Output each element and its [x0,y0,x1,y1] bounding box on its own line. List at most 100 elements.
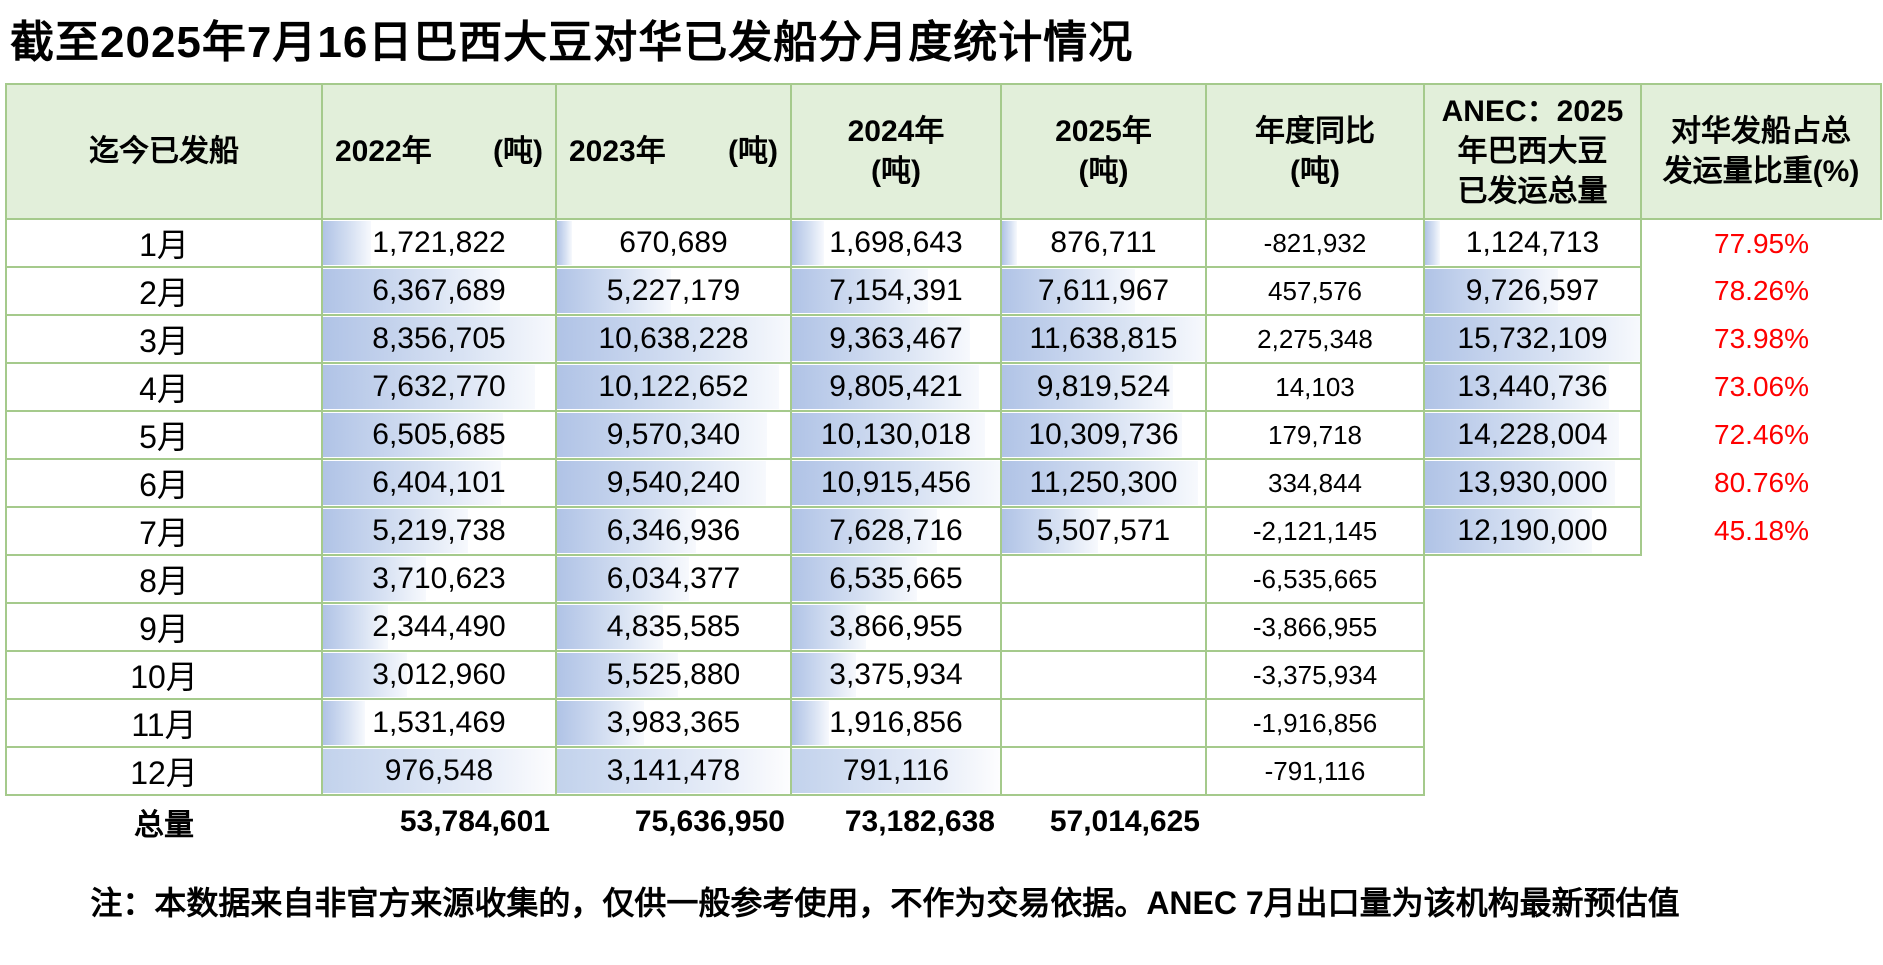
table-row: 2月 6,367,689 5,227,179 7,154,391 7,611,967 45… [5,266,1881,316]
value-cell-2024: 791,116 [790,746,1002,796]
cell-value: 5,227,179 [606,274,741,307]
share-pct-cell [1641,603,1881,651]
cell-value: 9,540,240 [606,466,741,499]
cell-value: 5,219,738 [372,514,506,547]
value-cell-2025 [1000,602,1207,652]
data-bar [793,749,999,793]
share-pct-cell [1641,555,1881,603]
value-cell-2023: 3,983,365 [555,698,792,748]
data-table: 迄今已发船 2022年 (吨) 2023年 (吨) 2024年 (吨 [5,83,1882,847]
header-cell-month: 迄今已发船 [5,83,323,220]
value-cell-2022: 6,404,101 [321,458,557,508]
data-bar [793,365,979,409]
cell-value: 3,983,365 [606,706,741,739]
header-label: ANEC：2025 [1441,94,1624,128]
value-cell-2023: 5,525,880 [555,650,792,700]
totals-row: 总量 53,784,601 75,636,950 73,182,638 57,0… [6,795,1881,847]
data-bar [793,269,929,313]
value-cell-2025: 11,250,300 [1000,458,1207,508]
data-bar [1426,269,1558,313]
table-row: 11月 1,531,469 3,983,365 1,916,856 -1,916,856 [5,698,1881,748]
yoy-cell: -821,932 [1205,218,1425,268]
value-cell-2023: 3,141,478 [555,746,792,796]
share-pct-cell: 73.06% [1714,371,1809,402]
cell-value: 9,819,524 [1036,370,1171,403]
cell-value: 10,130,018 [820,418,972,451]
yoy-cell: -2,121,145 [1205,506,1425,556]
header-unit: (吨) [728,134,778,168]
cell-value: 2,344,490 [372,610,506,643]
share-pct-cell [1641,651,1881,699]
data-bar [558,365,779,409]
anec-cell: 9,726,597 [1423,266,1642,316]
cell-value: 6,505,685 [372,418,506,451]
data-bar [1003,269,1135,313]
yoy-cell: 179,718 [1205,410,1425,460]
value-cell-2023: 9,540,240 [555,458,792,508]
cell-value: 3,141,478 [606,754,741,787]
anec-cell: 14,228,004 [1423,410,1642,460]
header-cell-2024: 2024年 (吨) [790,83,1002,220]
header-unit: (吨) [493,134,543,168]
cell-value: 13,440,736 [1457,370,1608,403]
value-cell-2024: 9,363,467 [790,314,1002,364]
value-cell-2025: 876,711 [1000,218,1207,268]
value-cell-2022: 7,632,770 [321,362,557,412]
cell-value: 4,835,585 [606,610,741,643]
header-label: 已发运总量 [1457,174,1608,208]
value-cell-2022: 6,367,689 [321,266,557,316]
cell-value: 976,548 [384,754,494,787]
value-cell-2023: 6,034,377 [555,554,792,604]
cell-value: 13,930,000 [1457,466,1608,499]
data-bar [793,605,866,649]
cell-value: 3,012,960 [372,658,506,691]
data-bar [793,221,825,265]
cell-value: 3,375,934 [829,658,963,691]
yoy-cell: -3,375,934 [1205,650,1425,700]
value-cell-2025 [1000,698,1207,748]
footnote: 注：本数据来自非官方来源收集的，仅供一般参考使用，不作为交易依据。ANEC 7月… [90,885,1680,921]
month-cell: 3月 [5,314,323,364]
cell-value: 11,638,815 [1029,322,1178,355]
value-cell-2023: 670,689 [555,218,792,268]
month-cell: 11月 [5,698,323,748]
anec-cell: 1,124,713 [1423,218,1642,268]
yoy-cell: 457,576 [1205,266,1425,316]
cell-value: 7,628,716 [829,514,963,547]
share-pct-cell: 80.76% [1714,467,1809,498]
table-row: 3月 8,356,705 10,638,228 9,363,467 11,638,815… [5,314,1881,364]
cell-value: 9,363,467 [829,322,963,355]
cell-value: 1,916,856 [829,706,963,739]
header-row: 迄今已发船 2022年 (吨) 2023年 (吨) 2024年 (吨 [5,83,1882,220]
yoy-cell: -3,866,955 [1205,602,1425,652]
value-cell-2025: 10,309,736 [1000,410,1207,460]
data-bar [1426,365,1609,409]
cell-value: 6,034,377 [606,562,741,595]
value-cell-2025 [1000,746,1207,796]
header-label: 2022年 [335,134,432,168]
data-bar [558,605,663,649]
value-cell-2025: 5,507,571 [1000,506,1207,556]
data-bar [1426,413,1620,457]
data-bar [324,509,468,553]
data-bar [324,221,371,265]
cell-value: 791,116 [842,754,950,787]
table-row: 12月 976,548 3,141,478 791,116 -791,116 [5,746,1881,796]
data-bar [324,605,389,649]
month-cell: 7月 [5,506,323,556]
table-row: 9月 2,344,490 4,835,585 3,866,955 -3,866,955 [5,602,1881,652]
cell-value: 5,525,880 [606,658,741,691]
value-cell-2024: 7,154,391 [790,266,1002,316]
value-cell-2024: 9,805,421 [790,362,1002,412]
anec-cell [1424,747,1641,795]
cell-value: 11,250,300 [1029,466,1178,499]
value-cell-2024: 3,866,955 [790,602,1002,652]
value-cell-2025 [1000,554,1207,604]
totals-2025: 57,014,625 [1049,804,1200,838]
month-cell: 6月 [5,458,323,508]
yoy-cell: -1,916,856 [1205,698,1425,748]
yoy-cell: 2,275,348 [1205,314,1425,364]
data-bar [793,461,999,505]
anec-cell [1424,603,1641,651]
